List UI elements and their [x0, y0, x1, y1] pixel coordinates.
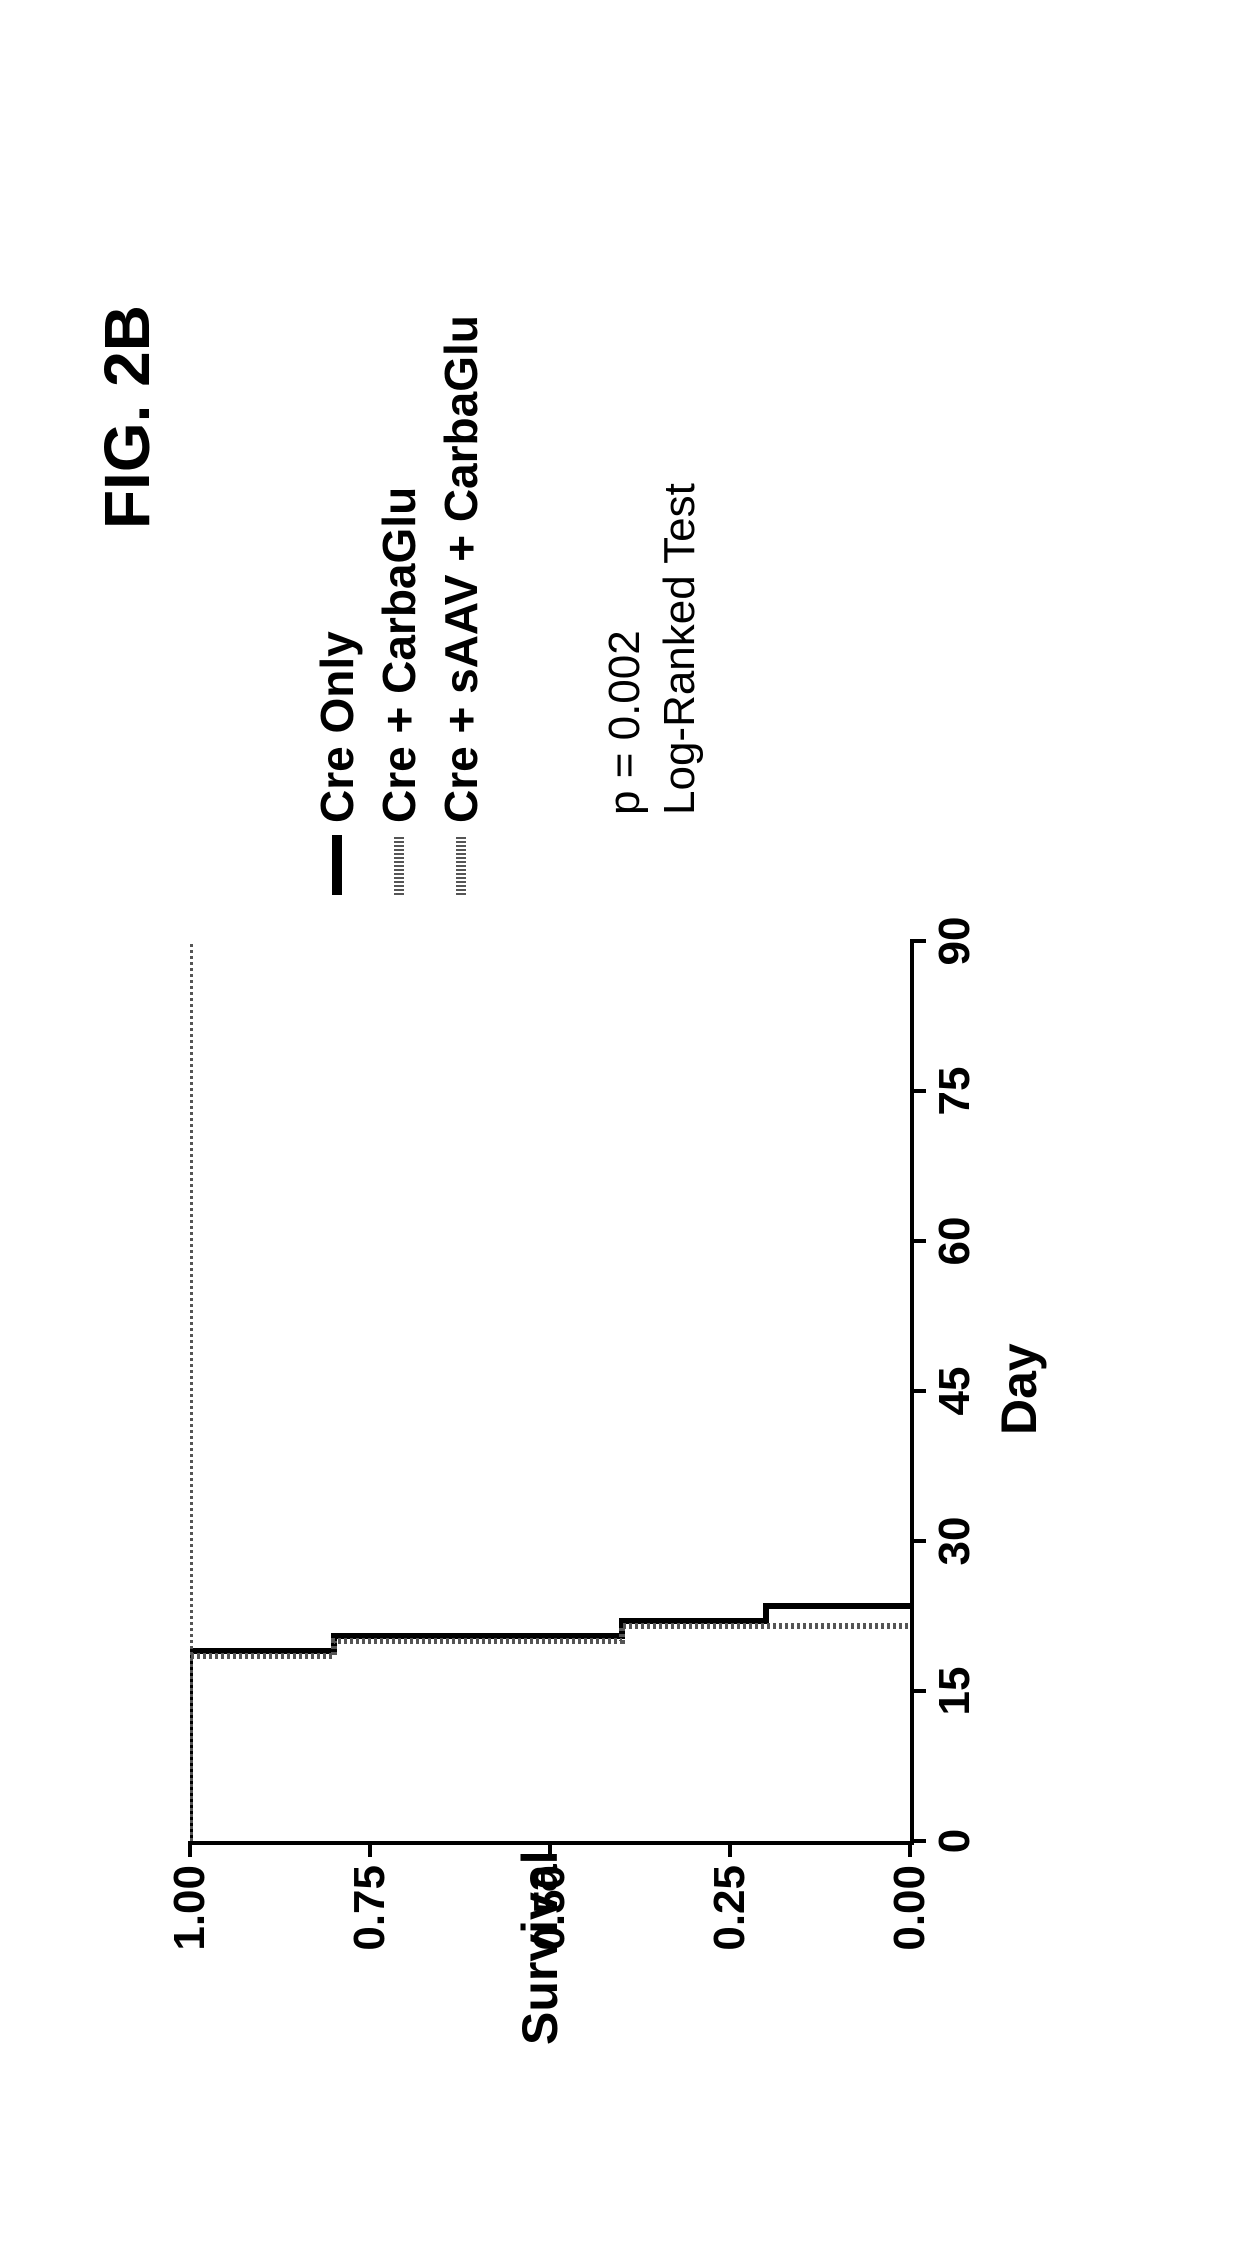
- legend-swatch-solid: [332, 835, 342, 895]
- x-tick: [910, 939, 926, 943]
- x-tick: [910, 1239, 926, 1243]
- legend-label: Cre + CarbaGlu: [372, 486, 426, 822]
- plot-area: 0.000.250.500.751.000153045607590: [190, 941, 914, 1845]
- x-tick-label: 60: [930, 1216, 980, 1265]
- y-tick: [368, 1841, 372, 1857]
- x-tick-label: 15: [930, 1666, 980, 1715]
- survival-line-cre-only: [190, 1606, 910, 1841]
- y-tick-label: 0.75: [345, 1865, 395, 1951]
- x-tick: [910, 1389, 926, 1393]
- survival-line-cre-carbaglu: [190, 1626, 910, 1841]
- y-tick-label: 1.00: [165, 1865, 215, 1951]
- test-name-text: Log-Ranked Test: [655, 483, 705, 815]
- y-tick: [728, 1841, 732, 1857]
- y-tick-label: 0.50: [525, 1865, 575, 1951]
- y-tick-label: 0.25: [705, 1865, 755, 1951]
- figure-title: FIG. 2B: [90, 305, 164, 529]
- legend-item: Cre + CarbaGlu: [372, 315, 426, 895]
- x-tick: [910, 1539, 926, 1543]
- legend: Cre Only Cre + CarbaGlu Cre + sAAV + Car…: [310, 315, 496, 895]
- x-tick-label: 90: [930, 916, 980, 965]
- survival-curves: [190, 941, 910, 1841]
- y-tick-label: 0.00: [885, 1865, 935, 1951]
- x-axis-label: Day: [990, 1343, 1048, 1435]
- x-tick: [910, 1689, 926, 1693]
- legend-item: Cre Only: [310, 315, 364, 895]
- x-tick-label: 75: [930, 1066, 980, 1115]
- p-value-text: p = 0.002: [600, 630, 650, 815]
- x-tick: [910, 1839, 926, 1843]
- legend-swatch-hatched: [456, 835, 466, 895]
- y-tick: [188, 1841, 192, 1857]
- x-tick-label: 45: [930, 1366, 980, 1415]
- x-tick-label: 30: [930, 1516, 980, 1565]
- legend-item: Cre + sAAV + CarbaGlu: [434, 315, 488, 895]
- legend-label: Cre + sAAV + CarbaGlu: [434, 315, 488, 823]
- x-tick: [910, 1089, 926, 1093]
- x-tick-label: 0: [930, 1828, 980, 1852]
- chart-container: FIG. 2B Survival Day 0.000.250.500.751.0…: [70, 125, 1170, 2125]
- y-tick: [548, 1841, 552, 1857]
- legend-label: Cre Only: [310, 631, 364, 823]
- legend-swatch-hatched: [394, 835, 404, 895]
